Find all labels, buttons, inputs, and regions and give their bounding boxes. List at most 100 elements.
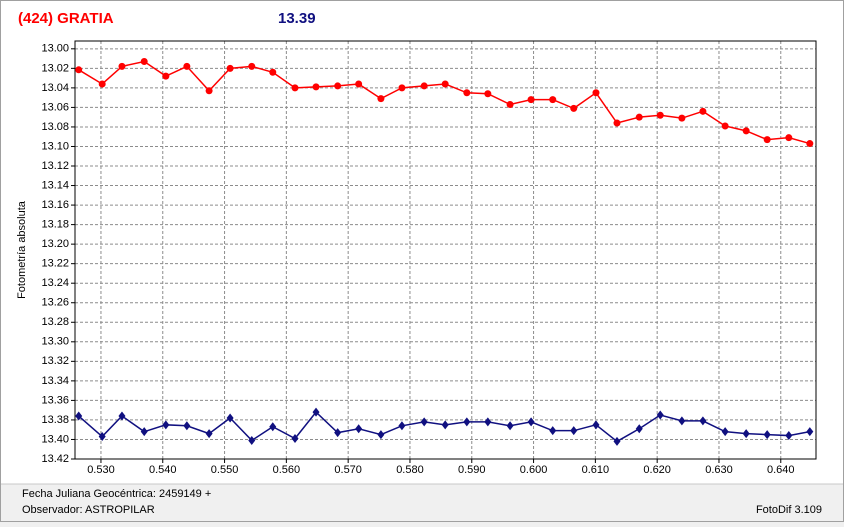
data-point (226, 413, 234, 423)
data-point (806, 140, 814, 148)
footer-date: Fecha Juliana Geocéntrica: 2459149 + (22, 488, 211, 500)
data-point (183, 421, 191, 431)
data-point (205, 87, 213, 95)
data-point (656, 111, 664, 119)
data-point (205, 429, 213, 439)
y-tick-label: 13.00 (41, 43, 69, 55)
x-tick-label: 0.560 (273, 464, 301, 476)
x-tick-label: 0.620 (643, 464, 671, 476)
data-point (312, 407, 320, 417)
data-point (75, 411, 83, 421)
data-point (248, 435, 256, 445)
data-point (549, 96, 557, 104)
data-point (441, 420, 449, 430)
data-point (592, 420, 600, 430)
data-point (463, 89, 471, 97)
data-point (398, 84, 406, 92)
data-point (355, 80, 363, 88)
data-point (635, 113, 643, 121)
y-tick-label: 13.26 (41, 297, 69, 309)
data-point (721, 427, 729, 437)
data-point (613, 436, 621, 446)
data-point (420, 417, 428, 427)
y-tick-label: 13.18 (41, 219, 69, 231)
data-point (506, 100, 514, 108)
x-tick-label: 0.570 (334, 464, 362, 476)
y-tick-label: 13.40 (41, 433, 69, 445)
y-tick-label: 13.36 (41, 394, 69, 406)
y-tick-label: 13.04 (41, 82, 69, 94)
data-point (291, 84, 299, 92)
data-point (269, 422, 277, 432)
data-point (398, 421, 406, 431)
y-tick-label: 13.28 (41, 316, 69, 328)
data-point (291, 433, 299, 443)
data-point (226, 64, 234, 72)
data-point (334, 82, 342, 90)
data-point (742, 429, 750, 439)
data-point (377, 430, 385, 440)
x-tick-label: 0.550 (211, 464, 239, 476)
data-point (678, 114, 686, 122)
data-point (334, 428, 342, 438)
y-tick-label: 13.02 (41, 62, 69, 74)
data-point (763, 136, 771, 144)
y-tick-label: 13.24 (41, 277, 69, 289)
x-tick-label: 0.630 (705, 464, 733, 476)
data-point (312, 83, 320, 91)
y-tick-label: 13.10 (41, 140, 69, 152)
data-point (570, 104, 578, 112)
data-point (785, 134, 793, 142)
data-point (269, 68, 277, 76)
data-point (248, 62, 256, 70)
data-point (806, 427, 814, 437)
y-axis-label: Fotometría absoluta (16, 200, 28, 299)
y-tick-label: 13.20 (41, 238, 69, 250)
object-title: (424) GRATIA (18, 10, 114, 27)
data-point (75, 66, 83, 74)
data-point (721, 122, 729, 130)
data-point (98, 432, 106, 442)
data-point (549, 426, 557, 436)
data-point (162, 72, 170, 80)
data-point (162, 420, 170, 430)
x-tick-label: 0.590 (458, 464, 486, 476)
data-point (377, 95, 385, 103)
data-point (420, 82, 428, 90)
data-point (763, 430, 771, 440)
data-point (742, 127, 750, 135)
y-tick-label: 13.16 (41, 199, 69, 211)
data-point (785, 431, 793, 441)
data-point (635, 424, 643, 434)
x-tick-label: 0.640 (767, 464, 795, 476)
data-point (527, 417, 535, 427)
data-point (140, 427, 148, 437)
y-tick-label: 13.08 (41, 121, 69, 133)
plot: 13.00 13.02 13.04 13.06 13.08 13.10 13.12 13.14… (41, 40, 817, 476)
data-point (118, 411, 126, 421)
x-tick-label: 0.600 (520, 464, 548, 476)
y-tick-label: 13.14 (41, 179, 69, 191)
data-point (699, 107, 707, 115)
data-point (98, 80, 106, 88)
footer-bar (1, 484, 843, 521)
data-point (183, 62, 191, 70)
x-tick-label: 0.540 (149, 464, 177, 476)
data-point (570, 426, 578, 436)
mean-magnitude: 13.39 (278, 10, 316, 27)
data-point (484, 90, 492, 98)
data-point (527, 96, 535, 104)
footer-observer: Observador: ASTROPILAR (22, 504, 155, 516)
y-tick-label: 13.34 (41, 375, 69, 387)
footer-software: FotoDif 3.109 (756, 504, 822, 516)
data-point (656, 410, 664, 420)
x-tick-label: 0.610 (582, 464, 610, 476)
data-point (506, 421, 514, 431)
y-tick-label: 13.06 (41, 101, 69, 113)
y-tick-label: 13.30 (41, 336, 69, 348)
data-point (140, 58, 148, 66)
data-point (463, 417, 471, 427)
data-point (678, 416, 686, 426)
data-point (592, 89, 600, 97)
